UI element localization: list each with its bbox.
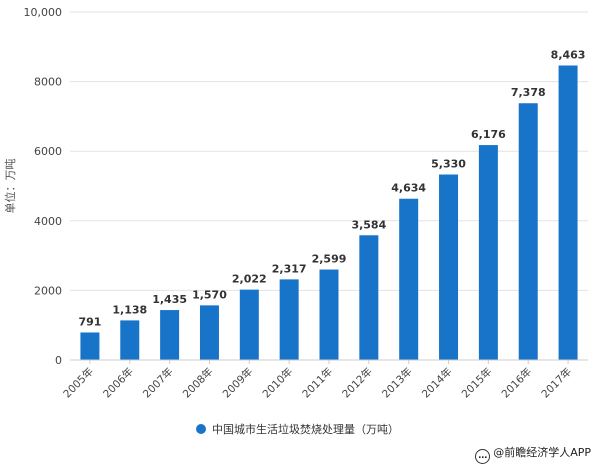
data-label: 5,330 — [431, 158, 466, 171]
bar — [80, 332, 100, 360]
bar — [319, 269, 339, 360]
legend: 中国城市生活垃圾焚烧处理量（万吨） — [0, 421, 595, 437]
y-tick-label: 2000 — [34, 284, 62, 297]
data-label: 1,570 — [192, 288, 227, 301]
data-label: 2,599 — [312, 253, 347, 266]
bar — [439, 174, 459, 360]
bar — [279, 279, 299, 360]
x-tick-label: 2005年 — [61, 365, 97, 401]
bar — [518, 103, 538, 360]
bar — [199, 305, 219, 360]
bar — [120, 320, 140, 360]
gridlines — [70, 11, 588, 291]
y-tick-label: 4000 — [34, 215, 62, 228]
bar — [239, 289, 259, 360]
data-labels: 791 1,138 1,435 1,570 2,022 2,317 2,599 3,584 4,… — [78, 48, 585, 328]
data-label: 6,176 — [471, 128, 506, 141]
x-axis-ticks: 2005年 2006年 2007年 2008年 2009年 2010年 2011年 2012年… — [61, 360, 575, 401]
bar-chart: 0 2000 4000 6000 8000 10,000 单位：万吨 791 1,138 1,… — [3, 6, 588, 401]
data-label: 8,463 — [551, 48, 586, 61]
data-label: 4,634 — [391, 182, 426, 195]
x-tick-label: 2017年 — [539, 365, 575, 401]
data-label: 1,435 — [152, 293, 187, 306]
data-label: 791 — [78, 315, 101, 328]
data-label: 2,317 — [272, 262, 307, 275]
bar — [558, 65, 578, 360]
x-tick-label: 2007年 — [140, 365, 176, 401]
y-tick-label: 6000 — [34, 145, 62, 158]
bar — [160, 310, 180, 360]
y-tick-label: 0 — [55, 354, 62, 367]
data-label: 2,022 — [232, 273, 267, 286]
x-tick-label: 2016年 — [499, 365, 535, 401]
source-credit: … @前瞻经济学人APP — [475, 444, 591, 464]
x-tick-label: 2015年 — [459, 365, 495, 401]
y-tick-label: 10,000 — [24, 6, 63, 19]
credit-text: @前瞻经济学人APP — [493, 446, 591, 459]
x-tick-label: 2006年 — [100, 365, 136, 401]
x-tick-label: 2013年 — [379, 365, 415, 401]
data-label: 1,138 — [112, 303, 147, 316]
bar — [359, 235, 379, 360]
y-axis-label: 单位：万吨 — [3, 159, 17, 214]
bar — [399, 198, 419, 360]
bar — [478, 145, 498, 360]
legend-label: 中国城市生活垃圾焚烧处理量（万吨） — [212, 423, 399, 436]
legend-marker — [196, 424, 206, 434]
bar-series — [80, 65, 578, 360]
x-tick-label: 2009年 — [220, 365, 256, 401]
x-tick-label: 2011年 — [300, 365, 336, 401]
data-label: 3,584 — [351, 218, 386, 231]
x-tick-label: 2014年 — [419, 365, 455, 401]
x-tick-label: 2008年 — [180, 365, 216, 401]
chat-bubble-icon: … — [475, 449, 491, 464]
x-tick-label: 2012年 — [339, 365, 375, 401]
y-tick-label: 8000 — [34, 76, 62, 89]
x-tick-label: 2010年 — [260, 365, 296, 401]
y-axis-ticks: 0 2000 4000 6000 8000 10,000 — [24, 6, 63, 367]
data-label: 7,378 — [511, 86, 546, 99]
